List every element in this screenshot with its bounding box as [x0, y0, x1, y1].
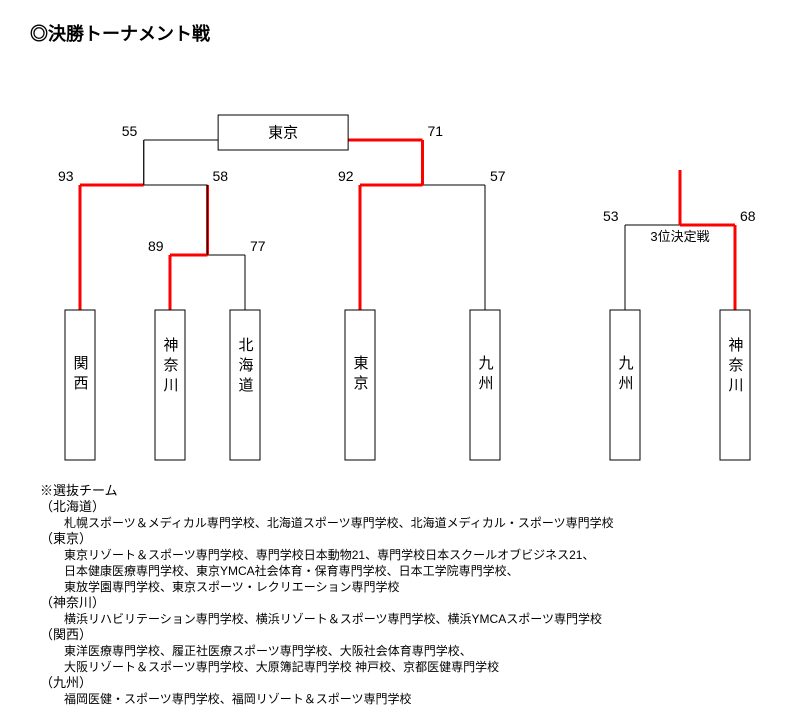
sf-left-score-1: 93: [58, 168, 74, 184]
sf-right-score-1: 92: [338, 168, 354, 184]
team-label: 九州: [477, 355, 494, 395]
footer-line: 大阪リゾート＆スポーツ専門学校、大原簿記専門学校 神戸校、京都医健専門学校: [64, 659, 499, 674]
footer-line: 東京リゾート＆スポーツ専門学校、専門学校日本動物21、専門学校日本スクールオブビ…: [64, 547, 594, 562]
third-score-1: 53: [603, 208, 619, 224]
team-label: 北海道: [237, 337, 254, 397]
team-label: 九州: [617, 355, 634, 395]
footer-region: （関西）: [40, 627, 92, 642]
footer-line: 東放学園専門学校、東京スポーツ・レクリエーション専門学校: [64, 579, 400, 594]
team-label: 東京: [352, 355, 369, 395]
champion-label: 東京: [268, 125, 298, 142]
third-score-2: 68: [740, 208, 756, 224]
footer-region: （九州）: [40, 675, 92, 690]
sf-left-score-2: 58: [213, 168, 229, 184]
qf-score-1: 89: [148, 238, 164, 254]
team-label: 関西: [72, 355, 89, 395]
final-score-2: 71: [428, 123, 444, 139]
footer-line: 日本健康医療専門学校、東京YMCA社会体育・保育専門学校、日本工学院専門学校、: [64, 563, 519, 578]
qf-score-2: 77: [250, 238, 266, 254]
team-label: 神奈川: [727, 337, 744, 397]
sf-right-score-2: 57: [490, 168, 506, 184]
page-title: ◎決勝トーナメント戦: [30, 23, 211, 44]
footer-line: 東洋医療専門学校、履正社医療スポーツ専門学校、大阪社会体育専門学校、: [64, 643, 472, 658]
footer-header: ※選抜チーム: [40, 483, 118, 498]
footer-region: （神奈川）: [40, 595, 105, 610]
footer-region: （北海道）: [40, 499, 105, 514]
footer-line: 札幌スポーツ＆メディカル専門学校、北海道スポーツ専門学校、北海道メディカル・スポ…: [64, 515, 614, 530]
team-label: 神奈川: [162, 337, 179, 397]
footer-region: （東京）: [40, 531, 92, 546]
final-score-1: 55: [122, 123, 138, 139]
footer-line: 横浜リハビリテーション専門学校、横浜リゾート＆スポーツ専門学校、横浜YMCAスポ…: [64, 611, 602, 626]
third-place-label: 3位決定戦: [650, 229, 709, 244]
footer-line: 福岡医健・スポーツ専門学校、福岡リゾート＆スポーツ専門学校: [64, 691, 412, 706]
